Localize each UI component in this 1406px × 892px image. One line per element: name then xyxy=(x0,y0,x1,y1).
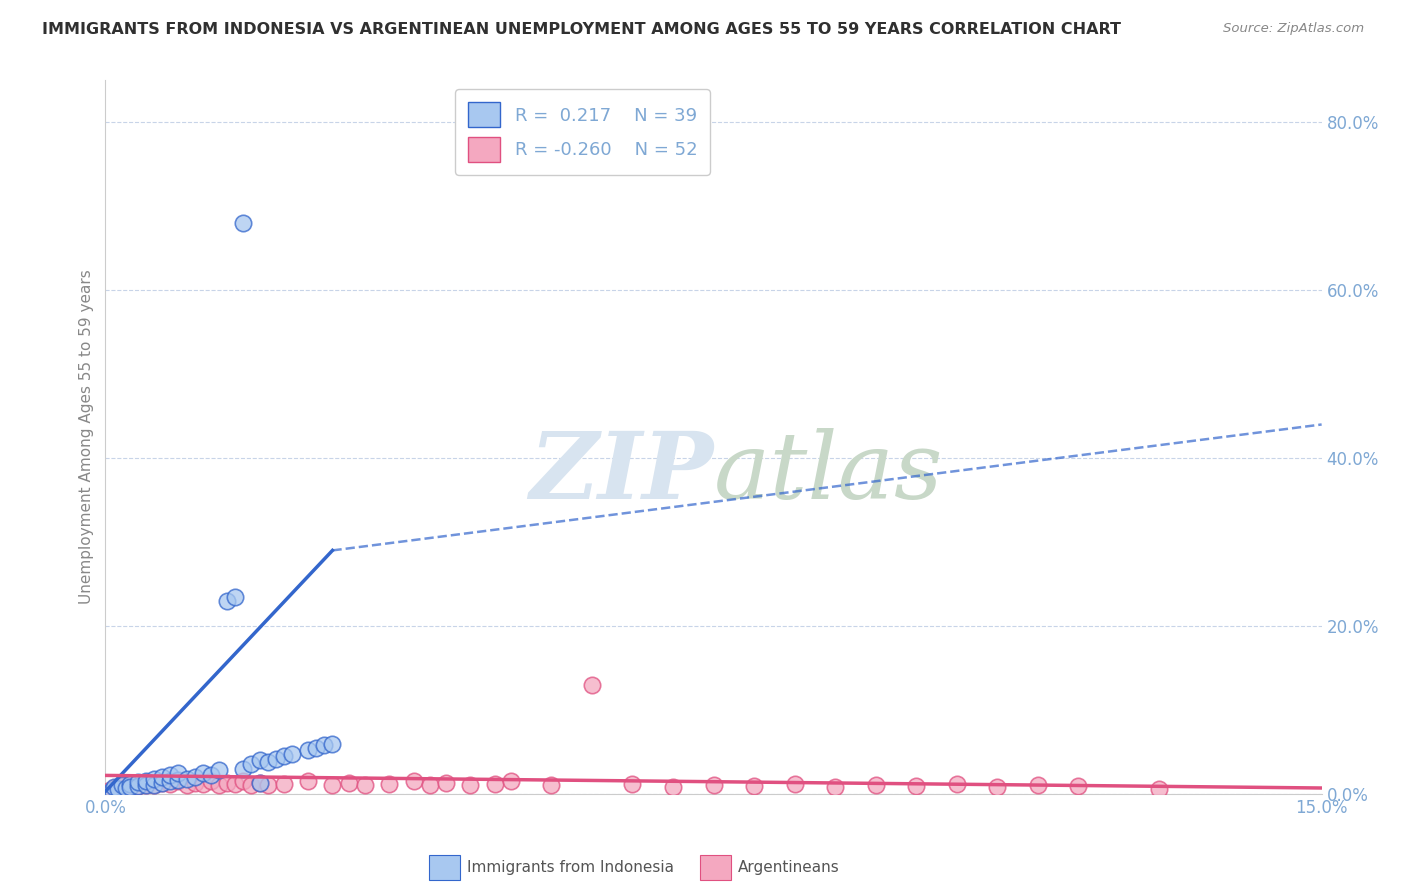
Point xyxy=(135,779,157,793)
Point xyxy=(354,779,377,793)
Point xyxy=(224,777,246,791)
Point xyxy=(281,747,304,761)
Point xyxy=(101,782,124,797)
Point xyxy=(114,780,136,795)
Point xyxy=(118,779,141,793)
Point xyxy=(103,780,125,795)
Point xyxy=(297,774,319,789)
Point xyxy=(159,777,181,791)
Point xyxy=(183,776,205,790)
Point xyxy=(167,773,190,788)
Point xyxy=(273,749,295,764)
Point xyxy=(127,780,149,794)
Point xyxy=(127,780,149,794)
Point xyxy=(176,778,198,792)
Point xyxy=(150,776,173,790)
Point xyxy=(581,678,603,692)
Point xyxy=(321,778,343,792)
Point xyxy=(143,772,166,786)
Text: ZIP: ZIP xyxy=(529,428,713,517)
Point xyxy=(98,782,121,797)
Point xyxy=(200,768,222,782)
Point xyxy=(305,740,328,755)
Point xyxy=(484,777,506,791)
Point xyxy=(232,774,254,789)
Point xyxy=(224,590,246,604)
Point xyxy=(159,774,181,789)
Point xyxy=(256,779,278,793)
Point xyxy=(159,768,181,782)
Point xyxy=(232,762,254,776)
Point xyxy=(945,777,967,791)
Point xyxy=(114,780,136,794)
Point xyxy=(143,778,166,792)
Point xyxy=(297,743,319,757)
Point xyxy=(118,777,141,791)
Point xyxy=(143,779,166,793)
Point xyxy=(824,780,846,794)
Point xyxy=(135,775,157,789)
Point xyxy=(419,778,441,792)
Point xyxy=(337,776,360,790)
Point xyxy=(249,776,271,790)
Text: Argentineans: Argentineans xyxy=(738,860,839,874)
Point xyxy=(135,778,157,792)
Point xyxy=(183,770,205,784)
Point xyxy=(256,755,278,769)
Point xyxy=(191,765,214,780)
Point xyxy=(232,216,254,230)
Text: atlas: atlas xyxy=(713,428,943,517)
Point xyxy=(208,764,231,778)
Point xyxy=(135,774,157,789)
Point xyxy=(905,780,928,794)
Point xyxy=(249,753,271,767)
Point xyxy=(176,772,198,786)
Point xyxy=(167,774,190,789)
Point xyxy=(240,757,263,772)
Point xyxy=(249,776,271,790)
Point xyxy=(1067,780,1090,794)
Point xyxy=(1149,781,1171,796)
Point xyxy=(118,780,141,794)
Point xyxy=(127,775,149,789)
Text: Source: ZipAtlas.com: Source: ZipAtlas.com xyxy=(1223,22,1364,36)
Point xyxy=(217,594,239,608)
Point xyxy=(191,777,214,791)
Point xyxy=(378,777,401,791)
Point xyxy=(273,777,295,791)
Point xyxy=(200,774,222,789)
Point xyxy=(434,776,457,790)
Point xyxy=(1026,779,1049,793)
Point xyxy=(208,779,231,793)
Point xyxy=(742,780,765,794)
Point xyxy=(107,781,129,796)
Text: Immigrants from Indonesia: Immigrants from Indonesia xyxy=(467,860,673,874)
Y-axis label: Unemployment Among Ages 55 to 59 years: Unemployment Among Ages 55 to 59 years xyxy=(79,269,94,605)
Point xyxy=(150,770,173,784)
Point xyxy=(662,780,685,794)
Point xyxy=(321,737,343,751)
Point xyxy=(499,774,522,789)
Text: IMMIGRANTS FROM INDONESIA VS ARGENTINEAN UNEMPLOYMENT AMONG AGES 55 TO 59 YEARS : IMMIGRANTS FROM INDONESIA VS ARGENTINEAN… xyxy=(42,22,1121,37)
Point xyxy=(865,779,887,793)
Point xyxy=(118,777,141,791)
Point xyxy=(783,777,806,791)
Point xyxy=(167,765,190,780)
Point xyxy=(217,776,239,790)
Point xyxy=(458,779,481,793)
Point xyxy=(107,781,129,796)
Point xyxy=(111,780,134,794)
Point xyxy=(702,778,725,792)
Point xyxy=(540,778,562,792)
Legend: R =  0.217    N = 39, R = -0.260    N = 52: R = 0.217 N = 39, R = -0.260 N = 52 xyxy=(456,89,710,175)
Point xyxy=(264,751,287,765)
Point xyxy=(103,780,125,794)
Point xyxy=(314,738,336,752)
Point xyxy=(150,776,173,790)
Point xyxy=(621,777,644,791)
Point xyxy=(402,774,425,789)
Point xyxy=(986,780,1008,794)
Point xyxy=(240,778,263,792)
Point xyxy=(111,779,134,793)
